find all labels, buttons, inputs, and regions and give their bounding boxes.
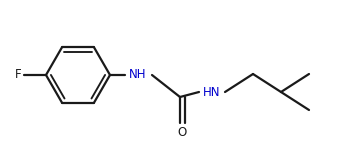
Text: F: F xyxy=(15,69,22,81)
Text: HN: HN xyxy=(203,85,221,99)
Text: O: O xyxy=(178,126,187,139)
Text: NH: NH xyxy=(129,69,147,81)
